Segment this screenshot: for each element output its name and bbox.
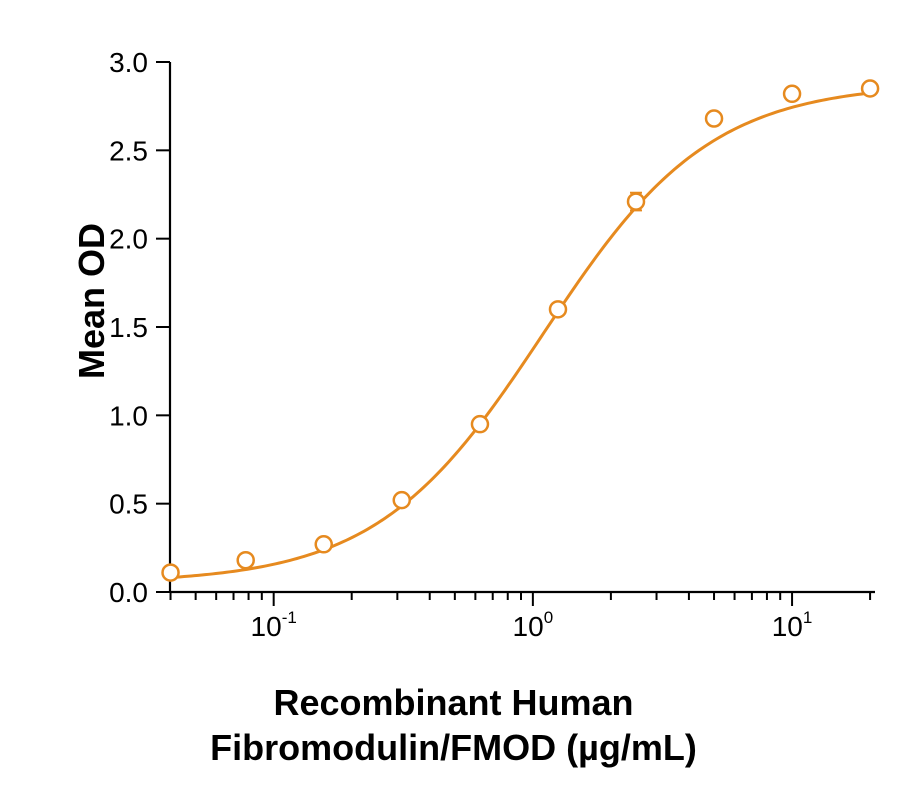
y-tick-label: 2.5 [109,135,148,166]
x-axis-label-line1: Recombinant Human [273,682,633,723]
data-point [628,194,644,210]
x-axis-label: Recombinant Human Fibromodulin/FMOD (µg/… [0,680,907,770]
x-tick-label: 101 [772,608,813,642]
data-point [163,565,179,581]
y-axis-label: Mean OD [71,223,113,379]
x-tick-label: 100 [513,608,554,642]
data-point [706,111,722,127]
x-axis-label-line2: Fibromodulin/FMOD (µg/mL) [210,727,697,768]
data-point [472,416,488,432]
y-tick-label: 0.0 [109,577,148,608]
data-point [316,536,332,552]
fit-curve [170,92,875,577]
data-point [862,81,878,97]
data-point [394,492,410,508]
y-tick-label: 2.0 [109,224,148,255]
data-point [784,86,800,102]
chart-container: Mean OD 0.00.51.01.52.02.53.010-1100101 … [0,0,907,800]
x-tick-label: 10-1 [251,608,297,642]
data-point [550,301,566,317]
data-point [238,552,254,568]
y-tick-label: 1.5 [109,312,148,343]
y-tick-label: 3.0 [109,47,148,78]
y-tick-label: 1.0 [109,400,148,431]
y-tick-label: 0.5 [109,489,148,520]
